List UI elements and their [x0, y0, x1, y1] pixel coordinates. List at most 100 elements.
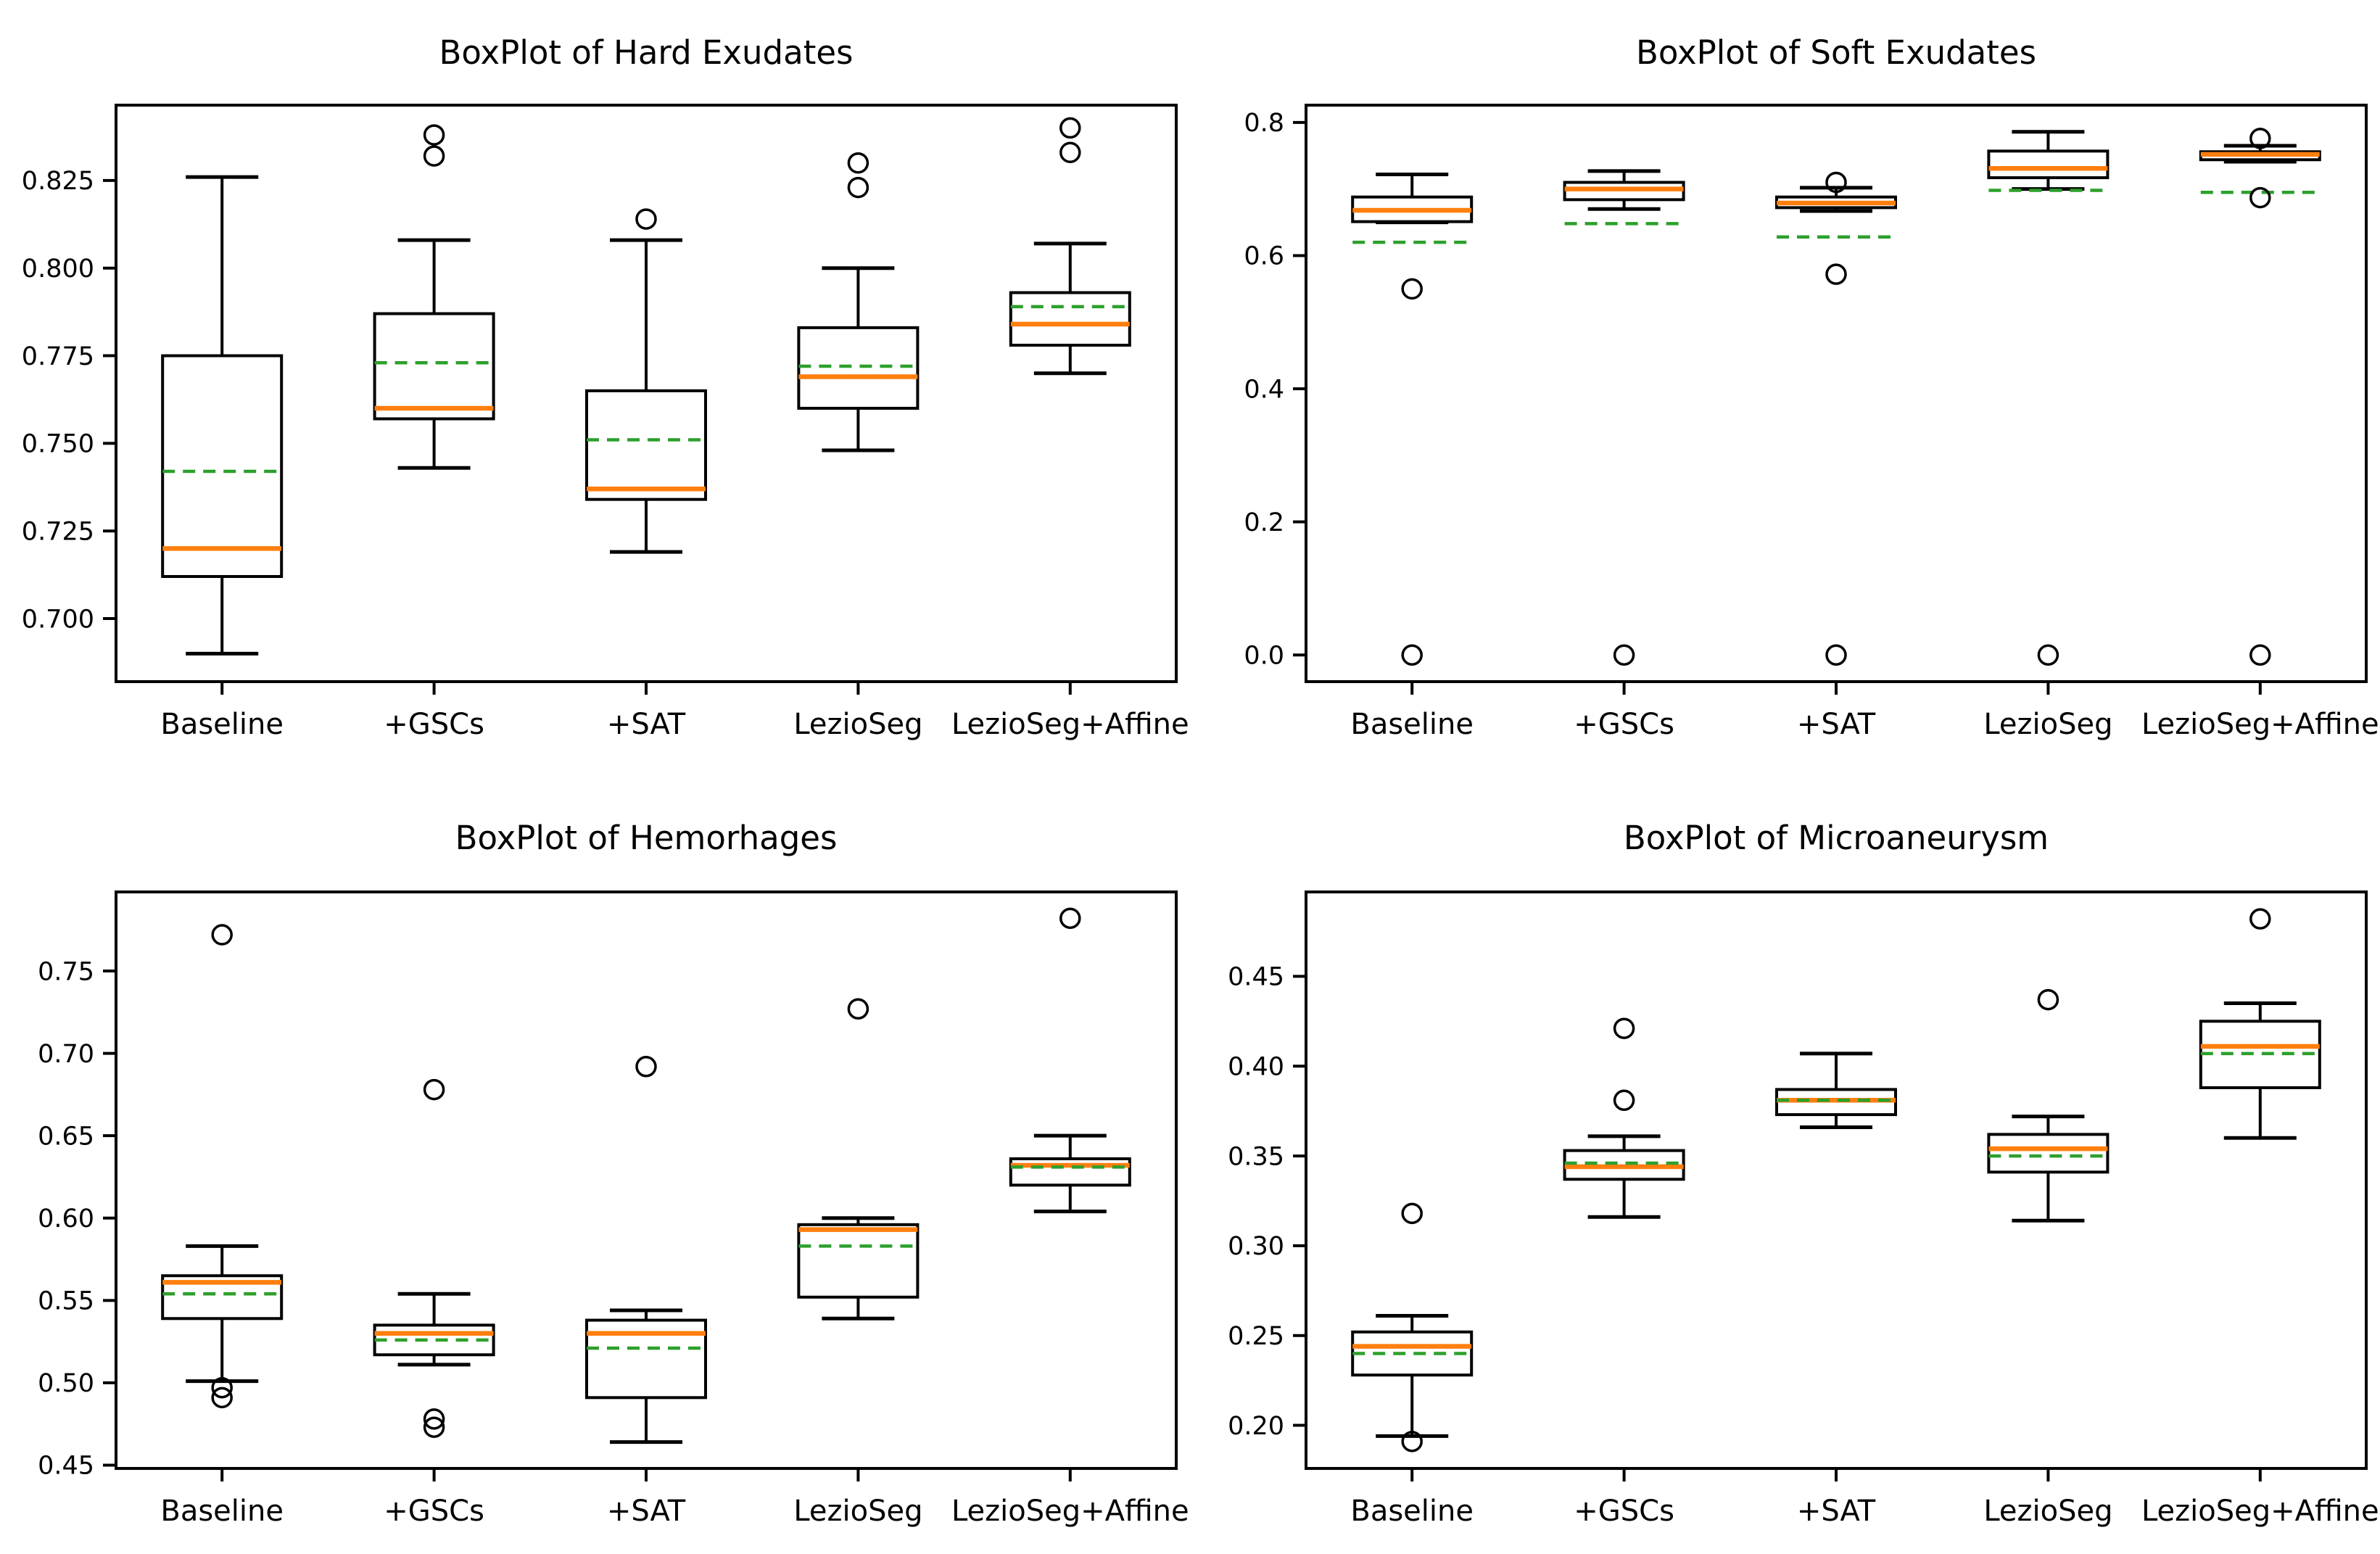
- outlier-point: [1825, 263, 1847, 285]
- y-tick-label: 0.800: [22, 255, 94, 284]
- x-tick-label: LezioSeg+Affine: [2141, 1495, 2379, 1528]
- outlier-point: [423, 1408, 445, 1430]
- box-group-LezioSeg: [1987, 130, 2110, 666]
- y-tick-label: 0.25: [1228, 1322, 1284, 1351]
- y-tick-label: 0.55: [38, 1287, 94, 1316]
- x-tick-label: +GSCs: [384, 1495, 484, 1528]
- x-axis: Baseline +GSCs +SAT LezioSeg LezioSeg+Affine: [1350, 1468, 2379, 1528]
- outlier-point: [847, 998, 869, 1020]
- outlier-point: [847, 152, 869, 174]
- chart-title: BoxPlot of Soft Exudates: [1636, 33, 2036, 72]
- chart-title: BoxPlot of Hard Exudates: [439, 33, 854, 72]
- outlier-point: [1613, 644, 1635, 666]
- y-tick-label: 0.30: [1228, 1232, 1284, 1261]
- box-group-+GSCs: [373, 1078, 495, 1438]
- outlier-point: [1401, 1202, 1423, 1225]
- box-group-LezioSeg: [1987, 988, 2110, 1223]
- y-tick-label: 0.35: [1228, 1142, 1284, 1171]
- outlier-point: [635, 208, 657, 230]
- iqr-box: [373, 1323, 495, 1357]
- y-tick-label: 0.45: [1228, 963, 1284, 992]
- x-tick-label: LezioSeg+Affine: [951, 708, 1189, 741]
- iqr-box: [1009, 1157, 1131, 1187]
- x-tick-label: Baseline: [160, 708, 284, 741]
- box-group-Baseline: [161, 924, 284, 1409]
- microaneurysm-canvas: BoxPlot of Microaneurysm 0.20 0.25 0.30 0.3…: [1228, 819, 2379, 1528]
- box-group-LezioSeg+Affine: [1009, 907, 1131, 1214]
- outlier-point: [2249, 644, 2271, 666]
- outlier-point: [211, 924, 233, 946]
- box-group-+SAT: [1775, 1051, 1897, 1129]
- y-tick-label: 0.60: [38, 1204, 94, 1233]
- iqr-box: [1987, 1133, 2110, 1174]
- y-tick-label: 0.750: [22, 430, 94, 459]
- y-tick-label: 0.50: [38, 1369, 94, 1398]
- box-group-LezioSeg+Affine: [1009, 117, 1131, 376]
- x-axis: Baseline +GSCs +SAT LezioSeg LezioSeg+Affine: [1350, 682, 2379, 741]
- outlier-point: [635, 1056, 657, 1078]
- box-group-+GSCs: [1563, 1017, 1685, 1219]
- outlier-point: [2249, 186, 2271, 209]
- outlier-point: [423, 1078, 445, 1101]
- outlier-point: [1059, 907, 1081, 930]
- iqr-box: [797, 1223, 920, 1299]
- y-tick-label: 0.40: [1228, 1052, 1284, 1081]
- y-tick-label: 0.2: [1244, 508, 1284, 537]
- box-group-+SAT: [1775, 171, 1897, 666]
- x-tick-label: +GSCs: [1574, 1495, 1674, 1528]
- subplot-hard-exudates: BoxPlot of Hard Exudates 0.700 0.725 0.750…: [0, 0, 1190, 777]
- box-group-LezioSeg+Affine: [2199, 908, 2321, 1140]
- x-tick-label: LezioSeg: [1983, 708, 2112, 741]
- hard-exudates-canvas: BoxPlot of Hard Exudates 0.700 0.725 0.750…: [22, 33, 1189, 741]
- y-axis: 0.20 0.25 0.30 0.35 0.40 0.45: [1228, 963, 1306, 1441]
- box-group-Baseline: [1351, 1202, 1474, 1452]
- y-tick-label: 0.75: [38, 957, 94, 986]
- y-tick-label: 0.6: [1244, 242, 1284, 271]
- y-tick-label: 0.8: [1244, 109, 1284, 138]
- outlier-point: [423, 145, 445, 167]
- y-tick-label: 0.4: [1244, 375, 1284, 404]
- y-tick-label: 0.700: [22, 605, 94, 634]
- subplot-soft-exudates: BoxPlot of Soft Exudates 0.0 0.2 0.4 0.6 0.8…: [1190, 0, 2380, 777]
- outlier-point: [847, 176, 869, 199]
- hemorhages-canvas: BoxPlot of Hemorhages 0.450.500.550.600.…: [38, 819, 1189, 1528]
- outlier-point: [2249, 908, 2271, 930]
- box-group-+GSCs: [1563, 169, 1685, 666]
- x-axis: Baseline +GSCs +SAT LezioSeg LezioSeg+Affine: [160, 682, 1189, 741]
- x-tick-label: Baseline: [160, 1495, 284, 1528]
- outlier-point: [1613, 1089, 1635, 1112]
- axes-frame: [1305, 890, 2368, 1470]
- iqr-box: [373, 312, 495, 421]
- y-axis: 0.0 0.2 0.4 0.6 0.8: [1244, 109, 1306, 671]
- outlier-point: [1401, 644, 1423, 666]
- outlier-point: [211, 1386, 233, 1409]
- iqr-box: [161, 354, 284, 579]
- iqr-box: [1351, 1330, 1474, 1377]
- iqr-box: [2199, 1020, 2321, 1089]
- outlier-point: [2249, 128, 2271, 149]
- x-tick-label: LezioSeg: [793, 708, 922, 741]
- y-tick-label: 0.20: [1228, 1412, 1284, 1441]
- x-tick-label: LezioSeg: [793, 1495, 922, 1528]
- outlier-point: [1401, 278, 1423, 300]
- y-axis: 0.45 0.50 0.55 0.60 0.65 0.70 0.75: [38, 957, 116, 1481]
- x-tick-label: LezioSeg: [1983, 1495, 2112, 1528]
- outlier-point: [1401, 1431, 1423, 1452]
- outlier-point: [423, 1416, 445, 1438]
- x-tick-label: +GSCs: [1574, 708, 1674, 741]
- box-group-LezioSeg: [797, 998, 920, 1321]
- x-tick-label: Baseline: [1350, 708, 1474, 741]
- chart-title: BoxPlot of Hemorhages: [455, 819, 838, 857]
- plot-area: 0.0 0.2 0.4 0.6 0.8 Baseline +GSCs +SAT LezioSeg…: [1244, 104, 2379, 741]
- outlier-point: [1825, 171, 1847, 194]
- soft-exudates-canvas: BoxPlot of Soft Exudates 0.0 0.2 0.4 0.6 0.8…: [1244, 33, 2379, 741]
- y-tick-label: 0.70: [38, 1040, 94, 1069]
- plot-area: 0.20 0.25 0.30 0.35 0.40 0.45 Baseline +GSCs +SA…: [1228, 890, 2379, 1528]
- outlier-point: [211, 1376, 233, 1399]
- subplot-microaneurysm: BoxPlot of Microaneurysm 0.20 0.25 0.30 0.3…: [1190, 777, 2380, 1554]
- y-tick-label: 0.825: [22, 167, 94, 196]
- plot-area: 0.700 0.725 0.750 0.775 0.800 0.825 Baseline +G…: [22, 104, 1189, 741]
- outlier-point: [1825, 644, 1847, 666]
- plot-area: 0.45 0.50 0.55 0.60 0.65 0.70 0.75 Baseline +GSC…: [38, 890, 1189, 1528]
- outlier-point: [2037, 988, 2059, 1011]
